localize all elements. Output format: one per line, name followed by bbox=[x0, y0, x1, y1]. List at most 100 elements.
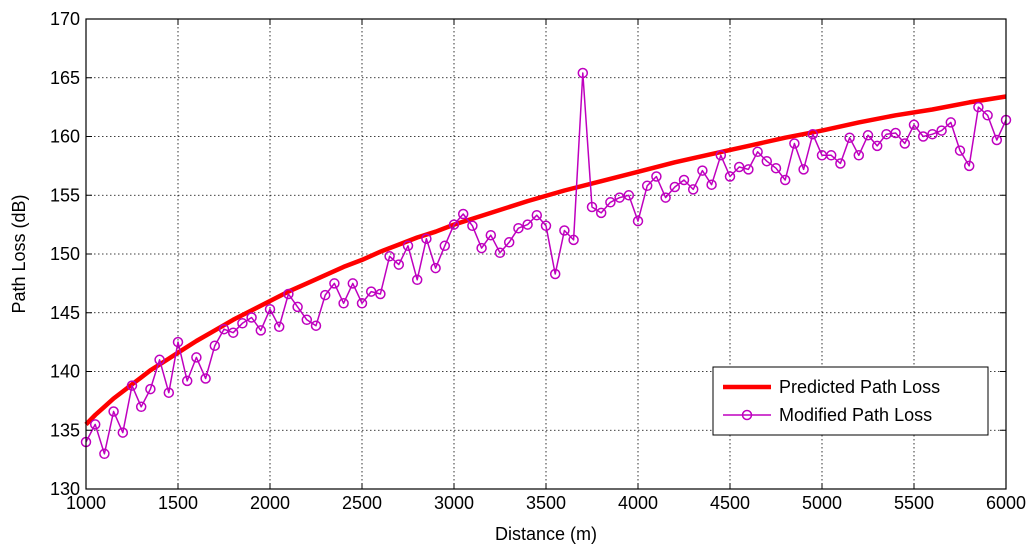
x-tick-label: 4000 bbox=[618, 493, 658, 513]
data-point-modified bbox=[485, 229, 497, 241]
data-point-modified bbox=[154, 354, 165, 366]
data-point-modified bbox=[402, 240, 414, 252]
data-point-modified bbox=[973, 101, 984, 113]
data-point-modified bbox=[743, 164, 754, 175]
data-point-modified bbox=[283, 288, 294, 300]
data-point-modified bbox=[522, 219, 533, 230]
data-point-modified bbox=[752, 146, 763, 158]
data-point-modified bbox=[99, 448, 110, 460]
data-point-modified bbox=[163, 387, 175, 398]
series-layer bbox=[80, 67, 1012, 460]
data-point-modified bbox=[862, 130, 874, 141]
data-point-modified bbox=[945, 117, 957, 128]
data-point-modified bbox=[108, 406, 119, 417]
data-point-modified bbox=[421, 233, 432, 244]
data-point-modified bbox=[724, 171, 736, 182]
y-tick-label: 130 bbox=[50, 479, 80, 499]
data-point-modified bbox=[853, 150, 865, 161]
data-point-modified bbox=[135, 401, 147, 413]
data-point-modified bbox=[310, 320, 322, 331]
legend-label-predicted: Predicted Path Loss bbox=[779, 377, 940, 397]
data-point-modified bbox=[623, 190, 635, 201]
data-point-modified bbox=[660, 192, 671, 203]
data-point-modified bbox=[448, 219, 460, 230]
legend-label-modified: Modified Path Loss bbox=[779, 405, 932, 425]
data-point-modified bbox=[319, 289, 331, 301]
data-point-modified bbox=[651, 171, 662, 182]
data-point-modified bbox=[255, 325, 267, 336]
data-point-modified bbox=[476, 242, 487, 254]
data-point-modified bbox=[384, 251, 395, 262]
data-point-modified bbox=[798, 164, 809, 175]
data-point-modified bbox=[789, 138, 800, 149]
y-tick-label: 150 bbox=[50, 244, 80, 264]
data-point-modified bbox=[871, 140, 883, 152]
data-point-modified bbox=[770, 162, 782, 174]
data-point-modified bbox=[200, 373, 211, 384]
data-point-modified bbox=[586, 201, 598, 213]
data-point-modified bbox=[513, 222, 524, 234]
series-line-predicted bbox=[84, 94, 1007, 426]
data-point-modified bbox=[733, 161, 745, 173]
data-point-modified bbox=[117, 427, 129, 438]
data-point-modified bbox=[825, 150, 837, 161]
data-point-modified bbox=[531, 209, 543, 221]
x-tick-label: 6000 bbox=[986, 493, 1026, 513]
x-tick-label: 3000 bbox=[434, 493, 474, 513]
data-point-modified bbox=[632, 215, 644, 227]
data-point-modified bbox=[467, 220, 478, 232]
data-point-modified bbox=[807, 128, 819, 140]
data-point-modified bbox=[954, 145, 966, 156]
data-point-modified bbox=[264, 303, 276, 315]
data-point-modified bbox=[172, 336, 184, 348]
x-tick-label: 4500 bbox=[710, 493, 750, 513]
data-point-modified bbox=[503, 237, 515, 248]
data-point-modified bbox=[393, 259, 405, 270]
x-tick-label: 5000 bbox=[802, 493, 842, 513]
data-point-modified bbox=[411, 274, 423, 286]
data-point-modified bbox=[375, 288, 386, 300]
tick-labels: 1000 1500 2000 2500 3000 3500 4000 4500 5000 5500… bbox=[50, 9, 1026, 513]
data-point-modified bbox=[890, 127, 901, 139]
data-point-modified bbox=[595, 207, 607, 219]
data-point-modified bbox=[126, 380, 138, 391]
x-axis-label: Distance (m) bbox=[495, 524, 597, 544]
data-point-modified bbox=[494, 247, 506, 259]
data-point-modified bbox=[292, 301, 303, 313]
data-point-modified bbox=[779, 174, 791, 186]
data-point-modified bbox=[687, 184, 699, 195]
x-tick-label: 5500 bbox=[894, 493, 934, 513]
data-point-modified bbox=[365, 286, 377, 297]
y-tick-label: 165 bbox=[50, 68, 80, 88]
data-point-modified bbox=[697, 165, 708, 176]
data-point-modified bbox=[963, 160, 975, 172]
data-point-modified bbox=[329, 278, 340, 289]
data-point-modified bbox=[540, 220, 552, 232]
data-point-modified bbox=[457, 208, 469, 220]
data-point-modified bbox=[844, 132, 855, 143]
x-tick-label: 1000 bbox=[66, 493, 106, 513]
data-point-modified bbox=[761, 155, 773, 167]
data-point-modified bbox=[559, 225, 570, 236]
data-point-modified bbox=[439, 240, 451, 252]
y-tick-label: 135 bbox=[50, 420, 80, 440]
legend-box bbox=[712, 366, 989, 436]
data-point-modified bbox=[338, 298, 349, 309]
x-tick-label: 1500 bbox=[158, 493, 198, 513]
data-point-modified bbox=[568, 234, 579, 246]
data-point-modified bbox=[227, 327, 239, 338]
data-point-modified bbox=[605, 197, 616, 208]
data-point-modified bbox=[145, 383, 156, 395]
data-point-modified bbox=[715, 150, 727, 161]
y-axis-label: Path Loss (dB) bbox=[9, 194, 29, 313]
data-point-modified bbox=[181, 375, 193, 387]
data-point-modified bbox=[356, 298, 368, 309]
data-point-modified bbox=[218, 323, 230, 335]
data-point-modified bbox=[209, 340, 221, 351]
y-tick-label: 140 bbox=[50, 362, 80, 382]
data-point-modified bbox=[89, 419, 101, 430]
y-tick-label: 155 bbox=[50, 185, 80, 205]
data-point-modified bbox=[927, 128, 938, 140]
